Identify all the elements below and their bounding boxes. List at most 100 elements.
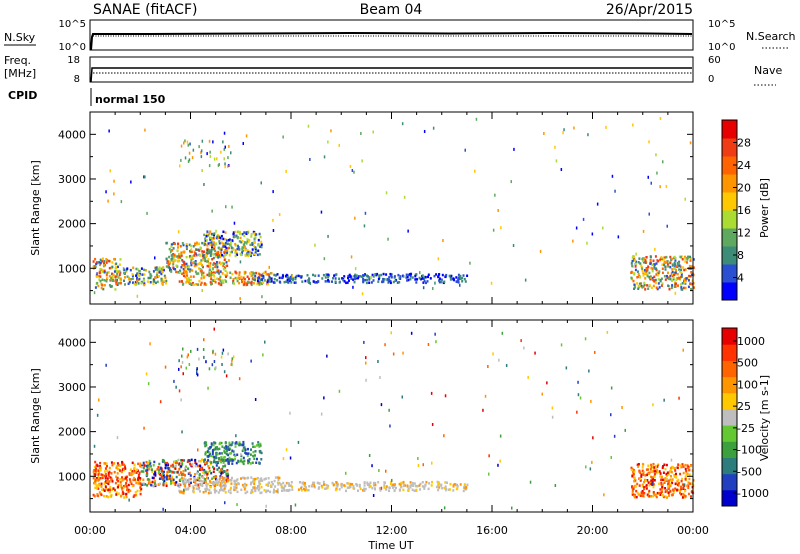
scatter-cell bbox=[235, 252, 238, 255]
scatter-cell bbox=[122, 492, 125, 495]
scatter-cell bbox=[246, 490, 249, 494]
scatter-cell bbox=[210, 481, 213, 484]
scatter-cell bbox=[147, 276, 150, 280]
scatter-cell bbox=[174, 242, 176, 245]
scatter-cell bbox=[98, 491, 101, 494]
scatter-cell bbox=[661, 267, 664, 270]
scatter-cell bbox=[193, 254, 196, 257]
scatter-cell bbox=[98, 482, 101, 486]
scatter-cell bbox=[105, 495, 108, 498]
scatter-cell bbox=[93, 465, 96, 469]
scatter-cell bbox=[155, 281, 157, 285]
freq-unit-label: [MHz] bbox=[4, 67, 36, 80]
scatter-cell bbox=[218, 240, 221, 243]
scatter-cell bbox=[116, 465, 119, 468]
scatter-cell bbox=[441, 273, 444, 277]
scatter-cell bbox=[325, 487, 328, 490]
scatter-cell bbox=[235, 486, 238, 489]
scatter-cell bbox=[238, 248, 241, 251]
scatter-cell bbox=[650, 286, 653, 289]
scatter-cell bbox=[321, 277, 324, 280]
scatter-cell bbox=[254, 454, 256, 457]
scatter-cell bbox=[208, 139, 211, 143]
scatter-cell bbox=[658, 286, 661, 289]
scatter-cell bbox=[204, 237, 207, 240]
scatter-cell bbox=[181, 272, 184, 276]
scatter-cell bbox=[287, 281, 290, 284]
scatter-cell bbox=[180, 266, 183, 269]
scatter-cell bbox=[208, 268, 211, 271]
scatter-cell bbox=[497, 209, 499, 212]
scatter-cell bbox=[594, 350, 596, 354]
scatter-cell bbox=[148, 467, 151, 471]
scatter-cell bbox=[661, 483, 664, 486]
scatter-cell bbox=[220, 456, 223, 459]
scatter-cell bbox=[171, 475, 173, 479]
scatter-cell bbox=[390, 274, 393, 278]
scatter-cell bbox=[659, 472, 662, 475]
scatter-cell bbox=[437, 483, 440, 487]
scatter-cell bbox=[655, 273, 658, 276]
scatter-cell bbox=[225, 239, 228, 242]
scatter-cell bbox=[187, 160, 190, 163]
scatter-cell bbox=[291, 274, 294, 278]
scatter-cell bbox=[95, 467, 98, 470]
scatter-cell bbox=[165, 484, 168, 487]
scatter-cell bbox=[247, 459, 250, 462]
scatter-cell bbox=[461, 280, 464, 283]
scatter-cell bbox=[178, 280, 181, 283]
scatter-cell bbox=[273, 277, 276, 281]
scatter-cell bbox=[222, 465, 225, 468]
scatter-cell bbox=[651, 480, 654, 483]
scatter-cell bbox=[215, 229, 217, 233]
scatter-cell bbox=[186, 264, 189, 268]
scatter-cell bbox=[206, 460, 208, 464]
scatter-cell bbox=[201, 253, 204, 256]
scatter-cell bbox=[135, 468, 138, 471]
scatter-cell bbox=[117, 484, 120, 487]
scatter-cell bbox=[101, 278, 104, 281]
scatter-cell bbox=[103, 494, 105, 498]
scatter-cell bbox=[105, 363, 107, 367]
scatter-cell bbox=[216, 481, 218, 484]
scatter-cell bbox=[250, 251, 253, 255]
scatter-cell bbox=[350, 255, 353, 259]
scatter-cell bbox=[152, 476, 155, 480]
scatter-cell bbox=[94, 286, 97, 289]
scatter-cell bbox=[688, 477, 691, 481]
scatter-cell bbox=[200, 155, 203, 159]
scatter-cell bbox=[341, 483, 344, 486]
scatter-cell bbox=[610, 386, 613, 390]
scatter-cell bbox=[198, 483, 201, 487]
scatter-cell bbox=[664, 487, 667, 490]
scatter-cell bbox=[149, 274, 152, 277]
scatter-cell bbox=[166, 261, 169, 265]
scatter-cell bbox=[198, 479, 201, 483]
scatter-cell bbox=[210, 277, 213, 281]
scatter-cell bbox=[380, 486, 383, 490]
scatter-cell bbox=[364, 211, 367, 215]
scatter-cell bbox=[226, 448, 229, 452]
scatter-cell bbox=[138, 273, 140, 277]
scatter-cell bbox=[260, 485, 263, 489]
scatter-cell bbox=[643, 492, 646, 495]
scatter-cell bbox=[185, 281, 188, 284]
scatter-cell bbox=[197, 487, 200, 491]
scatter-cell bbox=[238, 271, 241, 274]
scatter-cell bbox=[109, 169, 111, 173]
scatter-cell bbox=[102, 270, 105, 274]
scatter-cell bbox=[401, 395, 403, 399]
scatter-cell bbox=[653, 279, 656, 282]
scatter-cell bbox=[335, 483, 338, 487]
scatter-cell bbox=[108, 266, 111, 270]
scatter-cell bbox=[247, 240, 250, 243]
scatter-cell bbox=[264, 270, 267, 274]
scatter-cell bbox=[204, 259, 207, 263]
scatter-cell bbox=[392, 280, 395, 284]
scatter-cell bbox=[458, 275, 461, 278]
scatter-cell bbox=[634, 259, 637, 262]
scatter-cell bbox=[167, 466, 170, 470]
scatter-cell bbox=[660, 478, 663, 481]
scatter-cell bbox=[632, 473, 635, 476]
scatter-cell bbox=[584, 337, 587, 341]
